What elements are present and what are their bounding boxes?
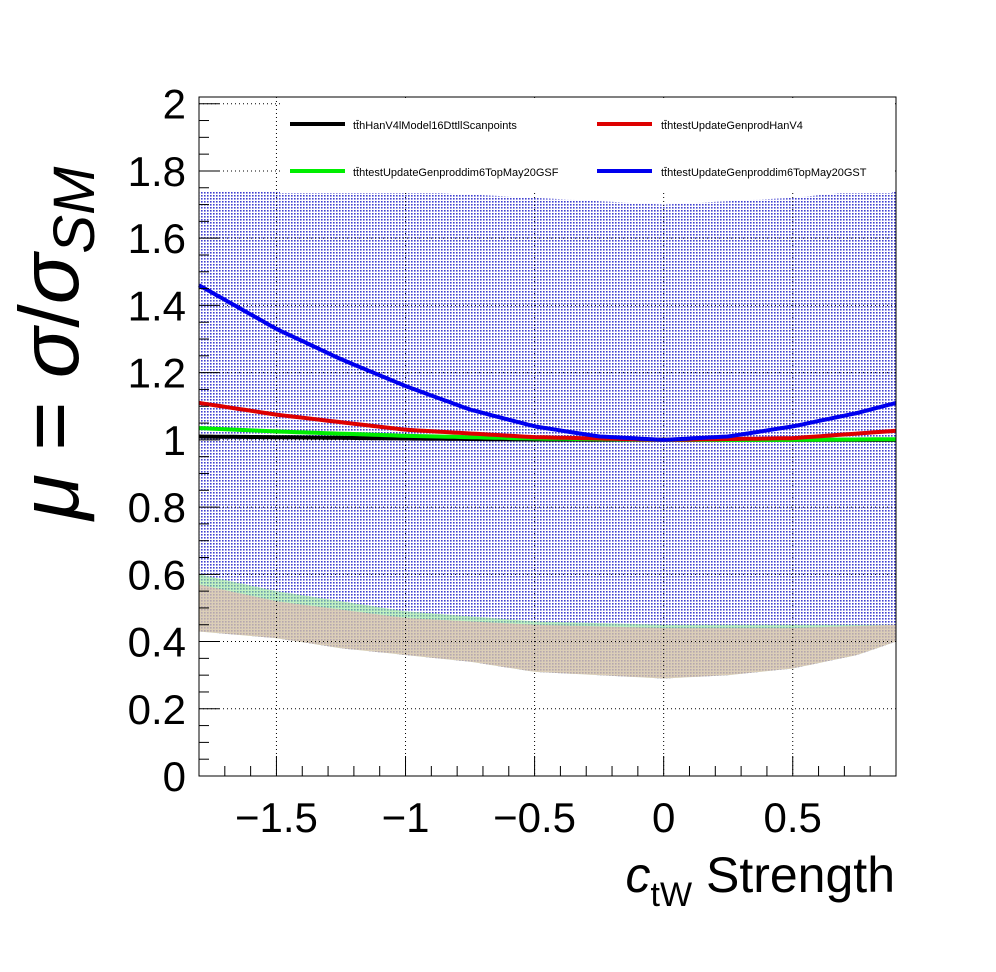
y-tick-label: 1 xyxy=(163,417,186,464)
y-tick-label: 0.6 xyxy=(128,551,186,598)
series-line xyxy=(198,400,897,442)
x-tick-labels: −1.5 −1 −0.5 0 0.5 xyxy=(235,794,822,841)
y-tick-label: 0.4 xyxy=(128,619,186,666)
y-tick-label: 1.8 xyxy=(128,148,186,195)
legend-label: tt̄htestUpdateGenprodHanV4 xyxy=(661,120,803,132)
x-tick-label: 0.5 xyxy=(764,794,822,841)
plot-frame xyxy=(198,96,897,777)
band-1 xyxy=(199,584,896,679)
series-lines xyxy=(198,283,897,442)
legend-label: tt̄htestUpdateGenproddim6TopMay20GST xyxy=(661,167,867,179)
legend-box xyxy=(280,101,892,193)
uncertainty-bands xyxy=(199,191,896,679)
x-tick-label: −1 xyxy=(382,794,430,841)
x-axis-title: ctW Strength xyxy=(626,847,895,914)
y-tick-label: 1.6 xyxy=(128,215,186,262)
y-tick-label: 2 xyxy=(163,81,186,128)
y-axis-title: μ = σ/σSM xyxy=(2,166,107,522)
y-tick-label: 0.8 xyxy=(128,484,186,531)
y-tick-label: 1.4 xyxy=(128,282,186,329)
x-tick-label: −1.5 xyxy=(235,794,318,841)
x-tick-label: −0.5 xyxy=(493,794,576,841)
x-tick-label: 0 xyxy=(652,794,675,841)
y-tick-label: 0.2 xyxy=(128,686,186,733)
y-tick-label: 1.2 xyxy=(128,350,186,397)
y-tick-label: 0 xyxy=(163,753,186,800)
legend: tt̄hHanV4lModel16DttllScanpoints tt̄htes… xyxy=(280,101,892,193)
legend-label: tt̄hHanV4lModel16DttllScanpoints xyxy=(353,120,517,132)
legend-label: tt̄htestUpdateGenproddim6TopMay20GSF xyxy=(353,167,559,179)
series-line xyxy=(198,283,897,442)
tick-marks xyxy=(198,103,897,777)
band-gst xyxy=(199,191,896,679)
y-tick-labels: 0 0.2 0.4 0.6 0.8 1 1.2 1.4 1.6 1.8 2 xyxy=(128,81,186,800)
